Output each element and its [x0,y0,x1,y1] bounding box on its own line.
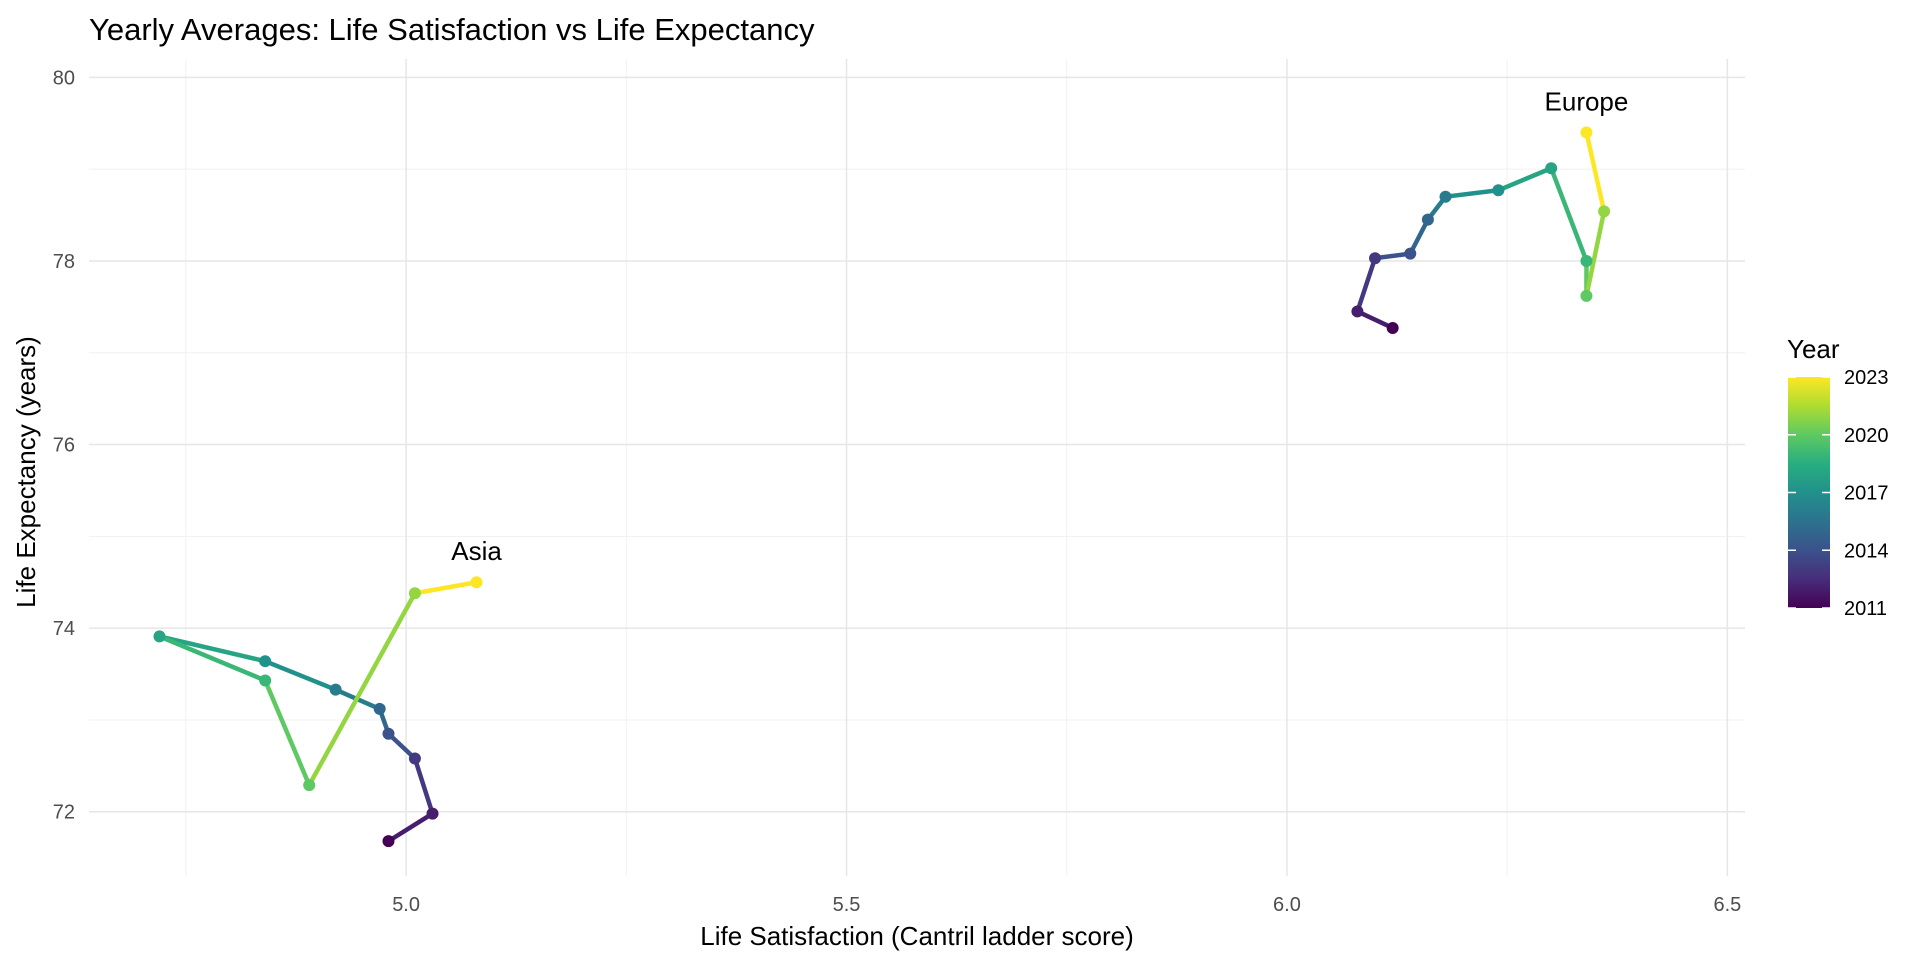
data-point [1598,205,1611,218]
y-tick-label: 72 [53,802,75,824]
series-segment [386,811,435,844]
data-point [382,835,395,848]
legend-tick-label: 2020 [1844,425,1889,447]
series-segment [1355,255,1378,314]
series-segment [1355,309,1395,331]
legend-tick-label: 2014 [1844,540,1889,562]
data-point [259,655,272,668]
x-tick-label: 5.5 [833,894,861,916]
y-axis-ticks: 72 74 76 78 80 [53,67,75,823]
data-point [1580,254,1593,267]
data-point [329,683,342,696]
data-point [408,752,421,765]
data-point [1369,252,1382,265]
x-tick-label: 5.0 [392,894,420,916]
data-point [1404,247,1417,260]
y-tick-label: 76 [53,435,75,457]
series-segment [306,591,418,788]
series-segment [1584,209,1607,299]
series-europe [1351,126,1611,334]
legend-title: Year [1787,334,1840,364]
y-axis-title: Life Expectancy (years) [11,336,41,608]
y-tick-label: 74 [53,618,75,640]
series-segment [1408,217,1431,256]
data-point [1545,162,1558,175]
series-segment [386,731,418,761]
data-point [153,630,166,643]
data-point [382,727,395,740]
data-point [1351,305,1364,318]
series-segment [1548,165,1589,264]
y-tick-label: 80 [53,67,75,89]
series-layer [153,126,1611,848]
y-tick-label: 78 [53,251,75,273]
grid-lines [89,59,1745,876]
x-axis-ticks: 5.0 5.5 6.0 6.5 [392,894,1741,916]
series-asia [153,576,483,848]
legend-tick-label: 2023 [1844,367,1889,389]
data-point [1386,321,1399,334]
series-segment [412,579,479,596]
series-segment [262,678,312,788]
legend-tick-label: 2017 [1844,483,1889,505]
x-tick-label: 6.5 [1713,894,1741,916]
data-point [1421,213,1434,226]
data-point [1492,184,1505,197]
data-point [303,779,316,792]
series-segment [157,634,268,683]
series-segment [262,658,338,692]
data-point [426,807,439,820]
data-point [259,674,272,687]
series-annotations: Asia Europe [451,86,1628,566]
data-point [1580,289,1593,302]
x-tick-label: 6.0 [1273,894,1301,916]
x-axis-title: Life Satisfaction (Cantril ladder score) [700,921,1134,951]
data-point [1439,190,1452,203]
series-segment [1443,188,1501,199]
series-segment [1584,130,1607,214]
data-point [470,576,483,589]
chart-title: Yearly Averages: Life Satisfaction vs Li… [89,12,815,47]
legend-tick-label: 2011 [1844,598,1887,620]
legend-ticks: 2011 2014 2017 2020 2023 [1788,367,1889,620]
series-segment [1496,165,1554,193]
data-point [408,587,421,600]
series-segment [412,756,435,816]
series-label-asia: Asia [451,536,502,566]
color-legend: Year 2011 2014 2017 2020 2023 [1787,334,1889,620]
data-point [373,702,386,715]
series-segment [157,634,268,664]
series-label-europe: Europe [1545,86,1629,116]
data-point [1580,126,1593,139]
